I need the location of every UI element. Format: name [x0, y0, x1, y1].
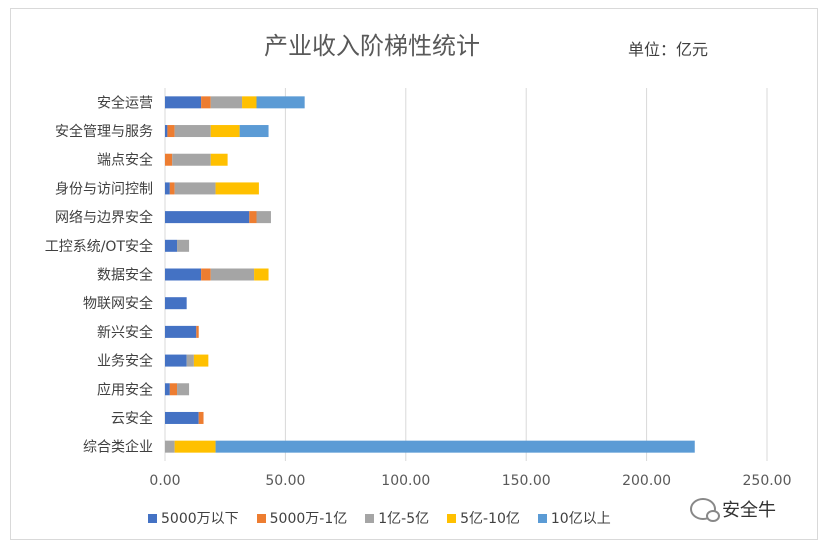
bar-segment	[177, 239, 190, 252]
bar-segment	[201, 268, 211, 281]
category-label: 数据安全	[97, 267, 153, 284]
bar-segment	[215, 440, 695, 453]
x-tick-label: 50.00	[265, 473, 305, 489]
bar-segment	[165, 268, 202, 281]
bar-segment	[167, 125, 175, 138]
bar-segment	[165, 440, 175, 453]
x-tick-label: 200.00	[622, 473, 671, 489]
category-label: 综合类企业	[83, 439, 153, 456]
legend-swatch	[447, 513, 457, 523]
bar-segment	[210, 153, 228, 166]
bar-segment	[165, 239, 178, 252]
category-label: 云安全	[111, 410, 153, 427]
bar-segment	[239, 125, 269, 138]
watermark: 安全牛	[690, 496, 776, 522]
bar-segment	[210, 268, 255, 281]
bar-segment	[165, 153, 173, 166]
bar-segment	[169, 383, 178, 396]
bar-segment	[198, 411, 204, 424]
bar-segment	[210, 96, 243, 109]
bar-segment	[174, 440, 216, 453]
category-label: 工控系统/OT安全	[45, 238, 153, 255]
bar-segment	[165, 96, 202, 109]
x-tick-label: 0.00	[149, 473, 180, 489]
bar-segment	[165, 125, 168, 138]
bar-segment	[249, 211, 257, 224]
bar-segment	[165, 182, 170, 195]
legend-swatch	[537, 513, 547, 523]
category-label: 身份与访问控制	[55, 181, 153, 197]
bar-segment	[165, 297, 187, 310]
category-label: 网络与边界安全	[55, 209, 153, 226]
bar-segment	[186, 354, 194, 367]
watermark-text: 安全牛	[722, 500, 776, 521]
bar-segment	[174, 125, 211, 138]
legend-label: 5亿-10亿	[460, 511, 520, 527]
bar-segment	[210, 125, 240, 138]
bar-segment	[256, 96, 305, 109]
category-label: 端点安全	[97, 152, 153, 169]
wechat-icon	[690, 498, 720, 522]
legend-swatch	[256, 513, 266, 523]
bar-segment	[165, 354, 187, 367]
category-label: 新兴安全	[97, 324, 153, 341]
bar-segment	[196, 325, 199, 338]
legend-item: 10亿以上	[537, 508, 611, 528]
bar-segment	[165, 211, 250, 224]
chart-title: 产业收入阶梯性统计	[264, 32, 480, 60]
category-label: 安全运营	[97, 94, 153, 111]
chart-legend: 5000万以下 5000万-1亿 1亿-5亿 5亿-10亿 10亿以上	[148, 508, 611, 528]
bar-segment	[215, 182, 259, 195]
bar-segment	[169, 182, 175, 195]
bar-segment	[172, 153, 211, 166]
legend-item: 5000万以下	[148, 508, 239, 528]
x-tick-label: 150.00	[502, 473, 551, 489]
bar-segment	[174, 182, 216, 195]
legend-swatch	[148, 513, 157, 523]
legend-label: 5000万-1亿	[269, 511, 348, 527]
bar-segment	[254, 268, 269, 281]
bar-segment	[177, 383, 190, 396]
bar-segment	[256, 211, 271, 224]
x-tick-label: 250.00	[743, 473, 792, 489]
x-tick-label: 100.00	[381, 473, 430, 489]
category-label: 安全管理与服务	[55, 123, 153, 140]
unit-note: 单位：亿元	[628, 40, 709, 59]
category-label: 业务安全	[97, 353, 153, 370]
bar-segment	[193, 354, 209, 367]
bar-segment	[165, 411, 199, 424]
legend-item: 1亿-5亿	[365, 508, 429, 528]
legend-item: 5亿-10亿	[447, 508, 520, 528]
bar-segment	[242, 96, 257, 109]
legend-swatch	[365, 513, 375, 523]
bar-segment	[165, 325, 197, 338]
legend-label: 1亿-5亿	[378, 511, 430, 527]
category-label: 物联网安全	[83, 295, 153, 312]
bar-segment	[165, 383, 170, 396]
legend-label: 10亿以上	[550, 511, 611, 527]
category-label: 应用安全	[97, 381, 153, 398]
bar-segment	[201, 96, 211, 109]
legend-item: 5000万-1亿	[256, 508, 348, 528]
legend-label: 5000万以下	[161, 511, 239, 527]
